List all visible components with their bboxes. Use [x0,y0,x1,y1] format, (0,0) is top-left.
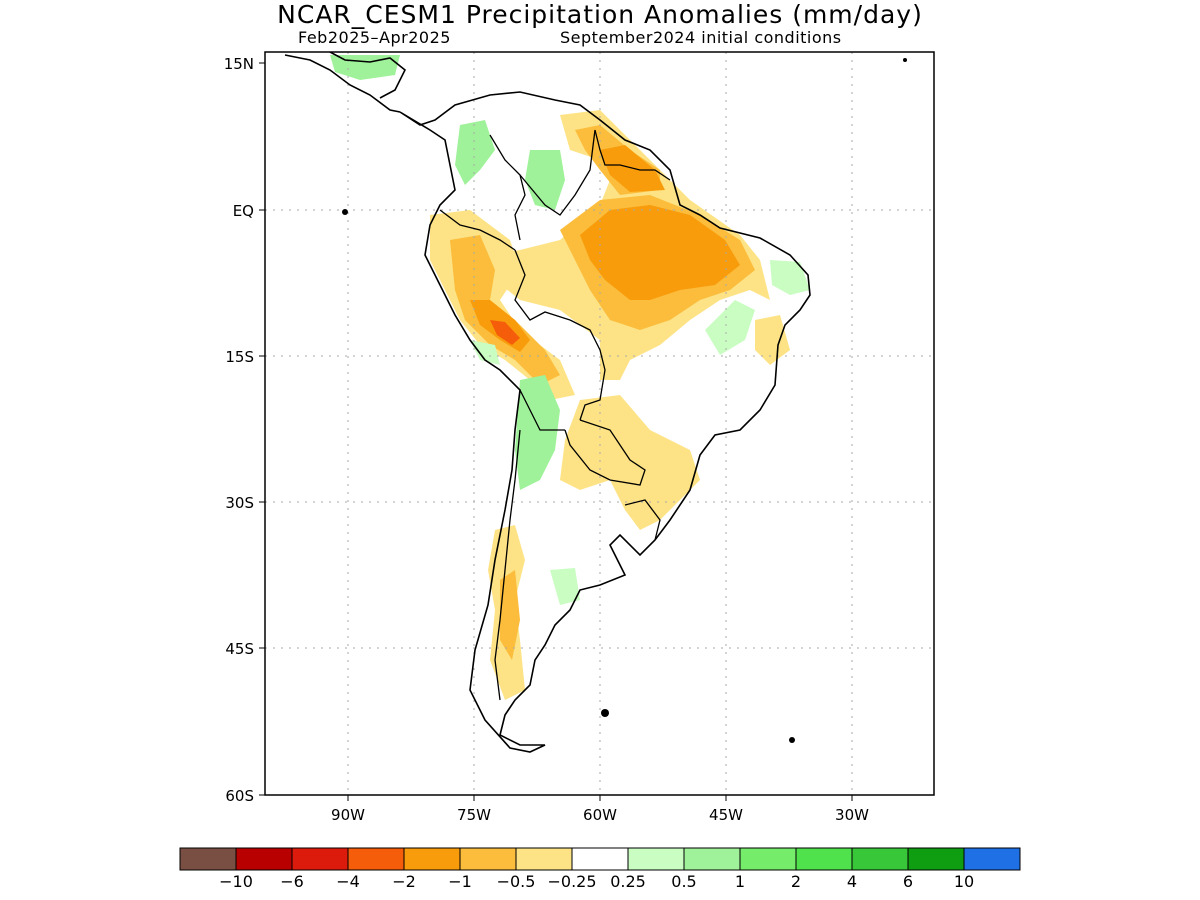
colorbar-swatch [963,847,1021,871]
country-borders [439,129,671,701]
border-ecuador-peru [439,209,516,251]
border-argentina-chile [494,429,521,701]
border-guianas [594,129,671,181]
colorbar-tick-label: −2 [392,872,416,891]
colorbar-swatch [459,847,517,871]
map-title: NCAR_CESM1 Precipitation Anomalies (mm/d… [277,0,923,29]
lat-label: 30S [225,494,254,512]
colorbar-tick-label: 6 [903,872,913,891]
border-bolivia-brazil [569,319,606,421]
colorbar-swatch [403,847,461,871]
colorbar-tick-label: −4 [336,872,360,891]
anomaly-region-moderate-peru [450,235,560,385]
colorbar-swatch [347,847,405,871]
border-bolivia-chile [519,389,565,431]
lon-label: 90W [331,806,365,824]
border-colombia-venezuela [489,134,526,241]
colorbar-swatch [683,847,741,871]
colorbar-swatch [627,847,685,871]
anomaly-region-wet-central-brazil [705,300,755,355]
anomaly-region-strong-amazon [580,205,740,300]
initial-conditions-subtitle: September2024 initial conditions [560,28,842,47]
lon-label: 45W [709,806,743,824]
galapagos-island [342,209,348,215]
south-georgia-island [789,737,795,743]
border-paraguay [564,419,646,486]
longitude-labels: 90W 75W 60W 45W 30W [331,806,869,824]
anomaly-region-drying-south [560,395,700,530]
border-peru-brazil [514,249,571,321]
anomaly-region-wet-argentina [550,568,580,605]
colorbar-swatch [235,847,293,871]
colorbar-tick-label: −0.5 [497,872,536,891]
south-america-coastline [399,91,811,753]
colorbar-tick-label: 2 [791,872,801,891]
falkland-island [601,709,609,717]
period-subtitle: Feb2025–Apr2025 [298,28,451,47]
lat-label: EQ [233,202,254,220]
colorbar-swatch [515,847,573,871]
colorbar-tick-label: 0.5 [671,872,696,891]
colorbar-tick-label: 4 [847,872,857,891]
lat-label: 45S [225,640,254,658]
anomaly-region-wet-bolivia [470,340,500,365]
colorbar-tick-label: 1 [735,872,745,891]
colorbar-swatch [907,847,965,871]
colorbar-swatch [291,847,349,871]
colorbar-tick-label: −6 [280,872,304,891]
colorbar-swatch [795,847,853,871]
colorbar-swatch [571,847,629,871]
colorbar-swatch [851,847,909,871]
colorbar-tick-label: −10 [219,872,253,891]
lat-label: 15S [225,348,254,366]
lon-label: 30W [835,806,869,824]
axis-ticks [259,62,853,801]
colorbar-swatch [739,847,797,871]
colorbar-tick-label: 0.25 [610,872,646,891]
colorbar-tick-label: 10 [954,872,974,891]
colorbar-tick-label: −0.25 [547,872,596,891]
caribbean-island [903,58,907,62]
coastlines [284,52,811,753]
anomaly-region-wet-venezuela [525,150,565,210]
lat-label: 60S [225,787,254,805]
anomaly-region-drying-coast [755,315,790,365]
border-venezuela-brazil [519,129,596,216]
colorbar [179,847,1021,871]
colorbar-tick-label: −1 [448,872,472,891]
lon-label: 75W [457,806,491,824]
lon-label: 60W [583,806,617,824]
islands [342,58,907,743]
anomaly-region-wet-ne-brazil [770,260,810,295]
latitude-labels: 15N EQ 15S 30S 45S 60S [224,55,254,805]
colorbar-labels: −10 −6 −4 −2 −1 −0.5 −0.25 0.25 0.5 1 2 4 6 10 [219,872,974,891]
central-america-coastline [284,52,407,113]
anomaly-region-peak-peru [490,320,520,345]
anomaly-region-wet-colombia [455,120,495,185]
colorbar-swatch [179,847,237,871]
anomaly-field [330,55,810,700]
lat-label: 15N [224,55,254,73]
border-uruguay [624,499,661,541]
anomaly-region-moderate-patagonia [500,570,520,660]
